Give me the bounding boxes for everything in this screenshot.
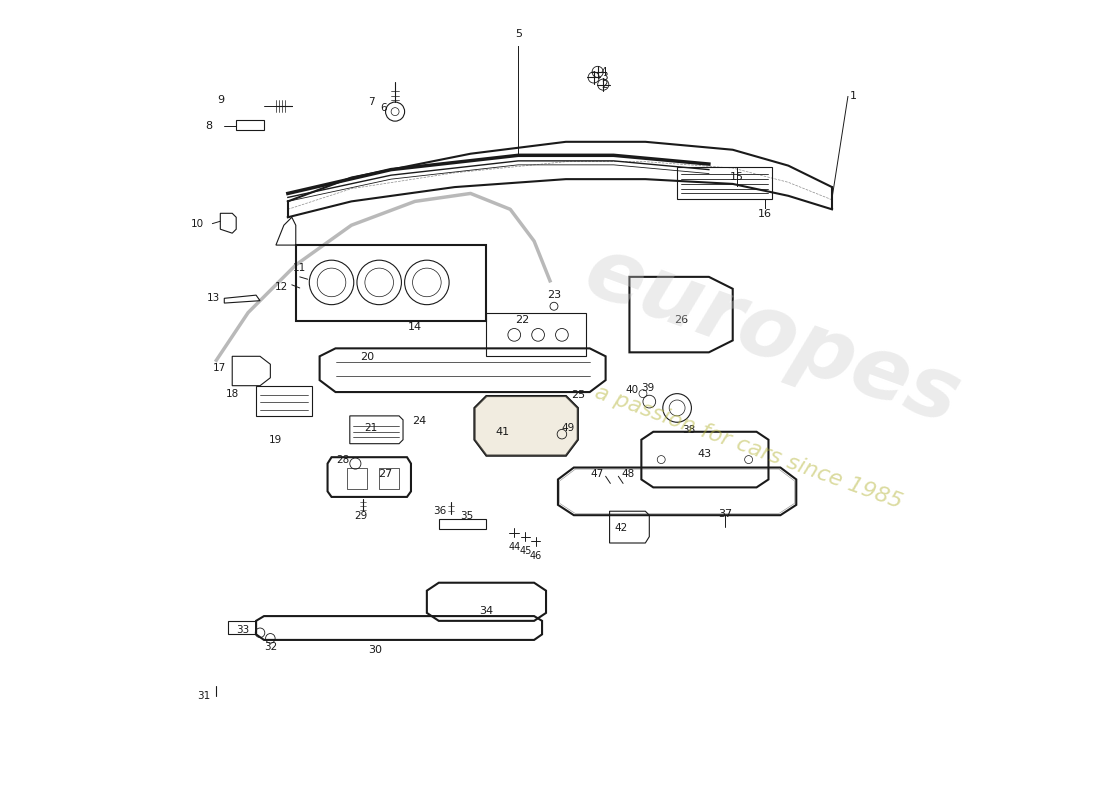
Text: 34: 34 [480,606,494,616]
Text: 37: 37 [717,509,732,519]
Text: 12: 12 [275,282,288,292]
Text: 8: 8 [206,121,212,131]
Text: 15: 15 [729,171,744,182]
Text: 39: 39 [641,383,654,393]
Text: 29: 29 [354,511,367,522]
Text: 21: 21 [364,423,378,434]
Text: a passion for cars since 1985: a passion for cars since 1985 [592,382,905,513]
Text: 32: 32 [264,642,277,652]
Text: 23: 23 [547,290,561,300]
Text: 30: 30 [368,645,382,654]
Text: 22: 22 [515,315,529,326]
Text: 10: 10 [191,218,205,229]
Text: 20: 20 [360,352,374,362]
Text: 48: 48 [621,469,635,479]
Text: 46: 46 [529,551,542,561]
Text: 13: 13 [207,294,220,303]
Text: 49: 49 [562,422,575,433]
Text: europes: europes [574,230,971,442]
Text: 2: 2 [602,80,608,90]
Text: 25: 25 [571,390,585,401]
Text: 9: 9 [217,94,224,105]
Text: 16: 16 [758,210,771,219]
Text: 1: 1 [849,90,857,101]
Text: 28: 28 [337,455,350,466]
Text: 36: 36 [433,506,447,516]
Text: 17: 17 [212,363,226,374]
Text: 33: 33 [236,626,250,635]
Text: 26: 26 [674,315,689,326]
Text: 42: 42 [615,522,628,533]
Text: 40: 40 [626,386,639,395]
Text: 35: 35 [460,510,473,521]
Text: 27: 27 [377,469,392,479]
Text: 5: 5 [515,29,521,38]
Text: 43: 43 [697,449,712,459]
Text: 18: 18 [226,390,239,399]
Text: 4: 4 [601,67,607,77]
Text: 24: 24 [411,416,426,426]
Text: 45: 45 [519,546,531,556]
Text: 38: 38 [682,425,695,434]
Text: 31: 31 [197,690,210,701]
Text: 3: 3 [601,73,607,82]
Text: 7: 7 [368,97,375,107]
Text: 6: 6 [381,103,387,114]
Text: 14: 14 [408,322,422,332]
Text: 19: 19 [270,435,283,445]
Text: 11: 11 [293,263,307,273]
Text: 44: 44 [508,542,520,552]
Text: 47: 47 [591,469,604,479]
Text: 41: 41 [495,426,509,437]
Polygon shape [474,396,578,456]
